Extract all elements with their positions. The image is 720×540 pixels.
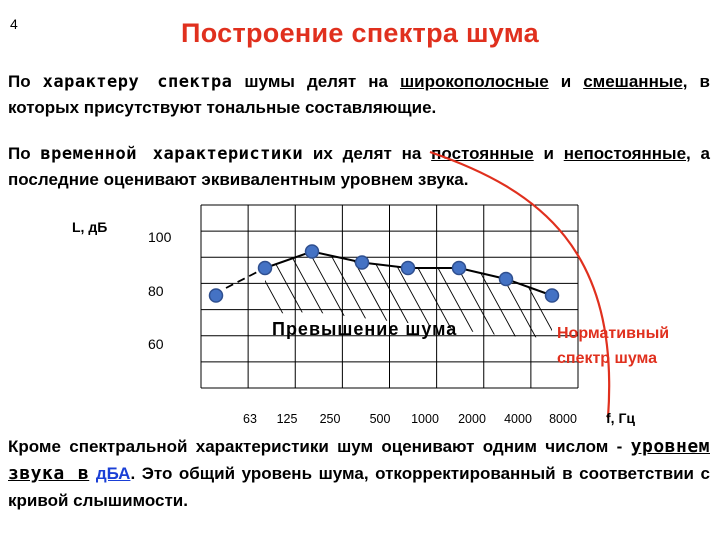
dashed-line-segment [225, 267, 266, 289]
text: в которых присутствуют тональные составл… [8, 72, 710, 117]
slide-title: Построение спектра шума [181, 18, 539, 48]
text: их делят на [303, 144, 432, 163]
x-tick-labels: 63 125 250 500 1000 2000 4000 8000 [243, 412, 577, 426]
y-tick-60: 60 [148, 336, 164, 352]
text: По [8, 72, 43, 91]
y-tick-labels: 100 80 60 [148, 229, 172, 352]
x-tick-4000: 4000 [504, 412, 532, 426]
data-point-500 [354, 255, 370, 270]
x-tick-63: 63 [243, 412, 257, 426]
y-tick-100: 100 [148, 229, 172, 245]
data-point-8000 [544, 288, 560, 303]
data-point-63 [208, 288, 224, 303]
x-tick-250: 250 [320, 412, 341, 426]
chart-grid [200, 204, 579, 389]
slide-number: 4 [10, 16, 18, 32]
data-points [208, 244, 560, 303]
data-point-250 [304, 244, 320, 259]
data-point-1000 [400, 260, 416, 276]
data-point-125 [257, 260, 273, 276]
term-constant: постоянные [431, 144, 534, 163]
paragraph-dba: Кроме спектральной характеристики шум оц… [8, 433, 710, 514]
x-tick-500: 500 [370, 412, 391, 426]
text: По [8, 144, 41, 163]
norm-curve-pointer [429, 150, 611, 419]
text [89, 464, 96, 483]
text: и [548, 72, 584, 91]
term-broadband: широкополосные [399, 72, 549, 91]
term-time-characteristic: временной характеристики [40, 144, 304, 164]
x-axis-label: f, Гц [606, 410, 635, 426]
term-nonconstant: непостоянные [563, 144, 687, 163]
x-tick-1000: 1000 [411, 412, 439, 426]
term-dba: дБА [95, 464, 131, 483]
x-tick-125: 125 [277, 412, 298, 426]
data-point-4000 [498, 271, 514, 287]
text: , а последние оценивают эквивалентным ур… [8, 144, 710, 189]
text: Кроме спектральной характеристики шум оц… [8, 437, 631, 456]
data-point-2000 [451, 260, 467, 276]
text: шумы делят на [232, 72, 400, 91]
paragraph-spectrum: По характеру спектра шумы делят на широк… [8, 69, 710, 120]
term-sound-level: уровнем звука в [8, 436, 710, 484]
hatch-line [459, 251, 521, 338]
y-tick-80: 80 [148, 283, 164, 299]
x-tick-8000: 8000 [549, 412, 577, 426]
paragraph-time: По временной характеристики их делят на … [8, 141, 710, 192]
norm-spectrum-label: Нормативный спектр шума [557, 325, 670, 367]
text: . Это общий уровень шума, откорректирова… [8, 464, 711, 510]
term-spectrum-character: характеру спектра [42, 72, 233, 92]
x-tick-2000: 2000 [458, 412, 486, 426]
exceedance-label: Превышение шума [272, 319, 458, 339]
text: и [533, 144, 564, 163]
term-mixed: смешанные, [583, 72, 688, 91]
y-axis-label: L, дБ [72, 219, 107, 235]
